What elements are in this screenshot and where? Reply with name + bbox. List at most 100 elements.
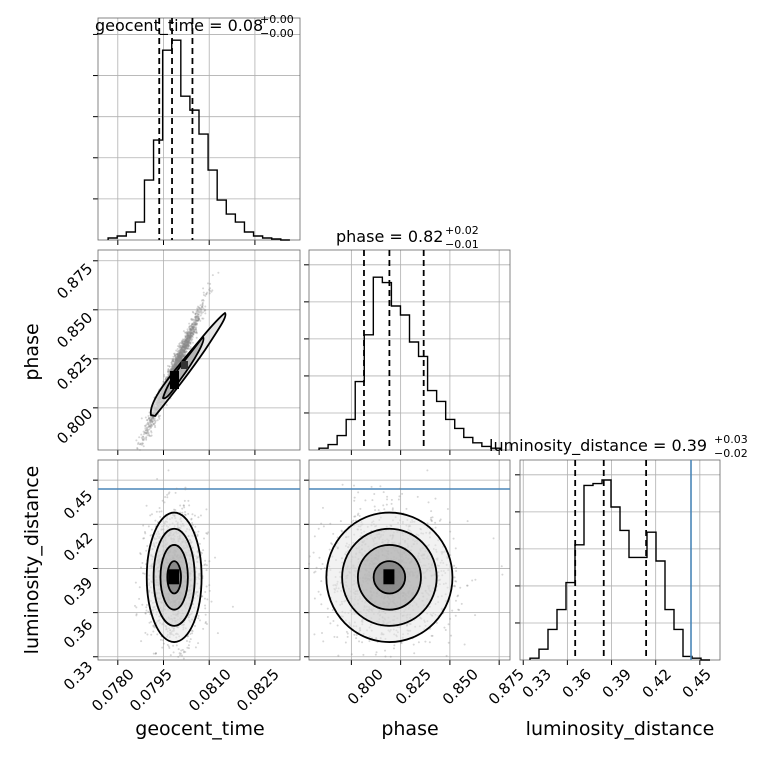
scatter-point — [358, 515, 361, 518]
scatter-point — [201, 317, 204, 320]
scatter-point — [318, 556, 321, 559]
scatter-point — [172, 367, 175, 370]
scatter-point — [163, 375, 166, 378]
scatter-point — [181, 354, 184, 357]
scatter-point — [204, 305, 207, 308]
contour-line — [356, 544, 422, 611]
scatter-point — [182, 651, 185, 654]
scatter-point — [178, 356, 181, 359]
scatter-point — [187, 341, 190, 344]
scatter-point — [189, 327, 192, 330]
scatter-point — [454, 547, 457, 550]
scatter-point — [177, 353, 180, 356]
scatter-point — [185, 339, 188, 342]
scatter-point — [202, 298, 205, 301]
scatter-point — [192, 325, 195, 328]
scatter-point — [147, 610, 150, 613]
scatter-point — [178, 353, 181, 356]
scatter-point — [198, 306, 201, 309]
scatter-point — [356, 513, 359, 516]
scatter-point — [150, 633, 153, 636]
scatter-point — [175, 357, 178, 360]
scatter-point — [182, 351, 185, 354]
scatter-point — [184, 347, 187, 350]
scatter-point — [177, 358, 180, 361]
scatter-point — [182, 350, 185, 353]
scatter-point — [189, 331, 192, 334]
scatter-point — [139, 443, 142, 446]
scatter-point — [189, 332, 192, 335]
scatter-point — [190, 332, 193, 335]
scatter-point — [138, 586, 141, 589]
scatter-point — [186, 341, 189, 344]
scatter-point — [174, 362, 177, 365]
scatter-point — [453, 585, 456, 588]
scatter-point — [156, 419, 159, 422]
scatter-point — [177, 357, 180, 360]
title-luminosity-distance-minus: −0.02 — [714, 447, 748, 460]
scatter-point — [182, 344, 185, 347]
scatter-point — [178, 352, 181, 355]
scatter-point — [176, 353, 179, 356]
scatter-point — [188, 322, 191, 325]
scatter-point — [312, 551, 315, 554]
scatter-point — [171, 368, 174, 371]
scatter-point — [183, 347, 186, 350]
scatter-point — [150, 418, 153, 421]
scatter-point — [148, 434, 151, 437]
scatter-point — [183, 344, 186, 347]
xtick-label: 0.0810 — [185, 665, 235, 715]
scatter-point — [173, 355, 176, 358]
scatter-point — [187, 340, 190, 343]
panel-luminosity_distance-luminosity_distance — [515, 459, 721, 665]
scatter-point — [177, 356, 180, 359]
scatter-point — [197, 319, 200, 322]
scatter-point — [179, 354, 182, 357]
scatter-point — [185, 341, 188, 344]
scatter-point — [187, 347, 190, 350]
scatter-point — [175, 362, 178, 365]
scatter-point — [181, 345, 184, 348]
scatter-point — [176, 359, 179, 362]
scatter-point — [183, 338, 186, 341]
scatter-point — [183, 650, 186, 653]
scatter-point — [192, 311, 195, 314]
scatter-point — [332, 619, 335, 622]
scatter-point — [204, 294, 207, 297]
scatter-point — [144, 429, 147, 432]
scatter-point — [184, 344, 187, 347]
scatter-point — [180, 341, 183, 344]
scatter-point — [174, 491, 177, 494]
scatter-point — [175, 357, 178, 360]
scatter-point — [182, 349, 185, 352]
scatter-point — [186, 344, 189, 347]
scatter-point — [189, 638, 192, 641]
scatter-point — [172, 360, 175, 363]
scatter-point — [308, 562, 311, 565]
scatter-point — [180, 355, 183, 358]
scatter-point — [145, 419, 148, 422]
scatter-point — [189, 333, 192, 336]
scatter-point — [185, 331, 188, 334]
scatter-point — [397, 498, 400, 501]
hist-panel-luminosity-distance: luminosity_distance = 0.39 +0.03 −0.02 — [489, 433, 748, 460]
scatter-point — [178, 354, 181, 357]
contour-line — [159, 544, 189, 611]
scatter-point — [176, 353, 179, 356]
scatter-point — [152, 417, 155, 420]
scatter-point — [175, 362, 178, 365]
scatter-point — [179, 356, 182, 359]
scatter-point — [208, 288, 211, 291]
scatter-point — [182, 345, 185, 348]
scatter-point — [181, 353, 184, 356]
scatter-point — [184, 351, 187, 354]
scatter-point — [183, 343, 186, 346]
scatter-point — [180, 654, 183, 657]
scatter-point — [188, 341, 191, 344]
scatter-point — [180, 355, 183, 358]
scatter-point — [184, 510, 187, 513]
scatter-point — [194, 321, 197, 324]
scatter-point — [450, 634, 453, 637]
scatter-point — [492, 537, 495, 540]
scatter-point — [184, 488, 187, 491]
